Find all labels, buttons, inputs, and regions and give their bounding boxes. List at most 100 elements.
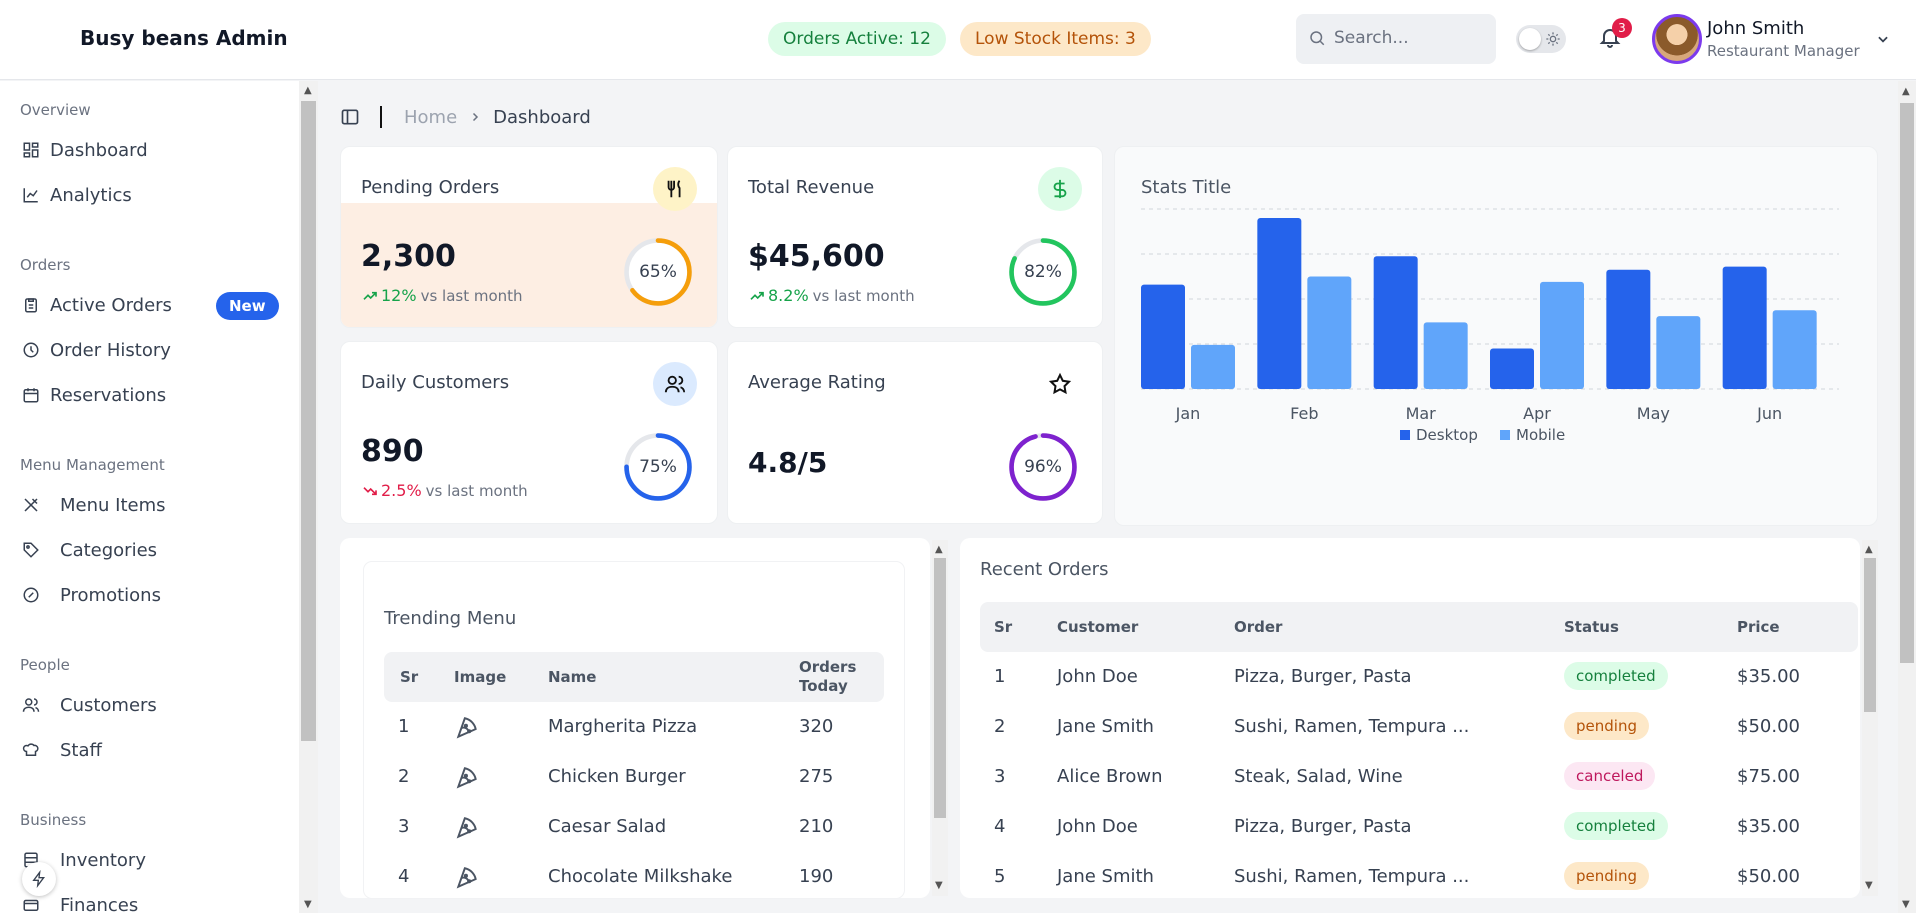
low-stock-badge[interactable]: Low Stock Items: 3 — [960, 22, 1151, 56]
table-header: Sr Image Name Orders Today — [384, 652, 884, 702]
scrollbar-thumb[interactable] — [934, 558, 946, 818]
bar-desktop-may[interactable] — [1606, 269, 1651, 389]
cell-name: Chicken Burger — [548, 766, 686, 787]
sidebar-item-inventory[interactable]: Inventory — [20, 845, 280, 875]
bar-mobile-may[interactable] — [1656, 316, 1701, 389]
utensils-icon — [20, 494, 42, 516]
page-scrollbar[interactable]: ▲ ▼ — [1898, 81, 1916, 913]
table-row[interactable]: 5 Jane Smith Sushi, Ramen, Tempura ... pend… — [980, 852, 1858, 902]
scroll-down-arrow[interactable]: ▼ — [935, 880, 943, 891]
stat-card-average-rating[interactable]: Average Rating 4.8/5 96% — [727, 341, 1103, 524]
bar-mobile-feb[interactable] — [1307, 276, 1352, 390]
breadcrumb-home[interactable]: Home — [404, 106, 458, 128]
trend-up-icon — [750, 291, 764, 300]
scroll-down-arrow[interactable]: ▼ — [304, 899, 312, 910]
scrollbar-thumb[interactable] — [1900, 103, 1914, 663]
scroll-up-arrow[interactable]: ▲ — [935, 544, 943, 555]
sidebar-section-title: Business — [20, 811, 87, 829]
sidebar-item-reservations[interactable]: Reservations — [20, 380, 280, 410]
sidebar-item-menu-items[interactable]: Menu Items — [20, 490, 280, 520]
sidebar-item-active-orders[interactable]: Active Orders — [20, 290, 280, 320]
table-row[interactable]: 2 Jane Smith Sushi, Ramen, Tempura ... pend… — [980, 702, 1858, 752]
bar-mobile-jan[interactable] — [1191, 344, 1235, 389]
bar-desktop-jan[interactable] — [1141, 284, 1185, 389]
sidebar-item-analytics[interactable]: Analytics — [20, 180, 280, 210]
quick-action-button[interactable] — [22, 862, 56, 896]
cell-sr: 2 — [994, 716, 1006, 737]
sidebar-item-promotions[interactable]: Promotions — [20, 580, 280, 610]
cell-sr: 3 — [398, 816, 410, 837]
recent-orders-scrollbar[interactable]: ▲ ▼ — [1862, 540, 1878, 896]
bar-mobile-mar[interactable] — [1423, 322, 1468, 389]
pizza-icon — [456, 767, 477, 789]
clock-icon — [20, 339, 42, 361]
cell-order: Pizza, Burger, Pasta — [1234, 666, 1412, 687]
search-input[interactable]: Search... — [1334, 28, 1409, 48]
user-role: Restaurant Manager — [1707, 42, 1860, 60]
bar-desktop-mar[interactable] — [1373, 256, 1418, 389]
scrollbar-thumb[interactable] — [1864, 558, 1876, 712]
stat-card-total-revenue[interactable]: Total Revenue $45,600 8.2% vs last month… — [727, 146, 1103, 328]
scroll-down-arrow[interactable]: ▼ — [1902, 899, 1910, 910]
table-row[interactable]: 2 Chicken Burger 275 — [384, 752, 884, 802]
cell-price: $50.00 — [1737, 866, 1800, 887]
column-header: Orders Today — [799, 658, 857, 695]
stat-value: 4.8/5 — [748, 446, 828, 479]
cell-name: Margherita Pizza — [548, 716, 698, 737]
sidebar-item-staff[interactable]: Staff — [20, 735, 280, 765]
dollar-icon — [1038, 167, 1082, 211]
sidebar-toggle-icon[interactable] — [340, 107, 360, 127]
column-header: Customer — [1057, 618, 1139, 636]
chevron-down-icon[interactable] — [1876, 32, 1890, 46]
table-row[interactable]: 3 Caesar Salad 210 — [384, 802, 884, 852]
toggle-knob — [1519, 28, 1541, 50]
theme-toggle[interactable] — [1516, 25, 1566, 53]
table-row[interactable]: 4 Chocolate Milkshake 190 — [384, 852, 884, 902]
cell-orders: 210 — [799, 816, 834, 837]
table-row[interactable]: 3 Alice Brown Steak, Salad, Wine canceled $7… — [980, 752, 1858, 802]
trend-percent: 12% — [381, 286, 417, 305]
sidebar-item-categories[interactable]: Categories — [20, 535, 280, 565]
scroll-up-arrow[interactable]: ▲ — [1902, 86, 1910, 97]
status-badge: canceled — [1564, 762, 1656, 790]
sidebar-item-dashboard[interactable]: Dashboard — [20, 135, 280, 165]
scroll-up-arrow[interactable]: ▲ — [304, 85, 312, 96]
section-title: Recent Orders — [980, 559, 1109, 580]
sidebar-item-order-history[interactable]: Order History — [20, 335, 280, 365]
sidebar-scrollbar[interactable]: ▲ ▼ — [299, 81, 318, 913]
sidebar-item-finances[interactable]: Finances — [20, 890, 280, 913]
lightning-icon — [32, 870, 45, 888]
cell-customer: Alice Brown — [1057, 766, 1163, 787]
table-row[interactable]: 1 John Doe Pizza, Burger, Pasta completed $3… — [980, 652, 1858, 702]
progress-ring — [1009, 238, 1077, 306]
bar-desktop-jun[interactable] — [1722, 266, 1767, 389]
top-bar: Busy beans Admin Orders Active: 12 Low S… — [0, 0, 1916, 80]
bar-mobile-apr[interactable] — [1540, 281, 1584, 389]
sidebar-item-customers[interactable]: Customers — [20, 690, 280, 720]
finance-icon — [20, 894, 42, 913]
stat-card-daily-customers[interactable]: Daily Customers 890 2.5% vs last month 7… — [340, 341, 718, 524]
scrollbar-thumb[interactable] — [301, 101, 316, 741]
bar-desktop-feb[interactable] — [1257, 218, 1302, 389]
bar-mobile-jun[interactable] — [1772, 310, 1817, 389]
stat-card-pending-orders[interactable]: Pending Orders 2,300 12% vs last month 6… — [340, 146, 718, 328]
stat-value: 2,300 — [361, 239, 456, 274]
search-box[interactable]: Search... — [1296, 14, 1496, 64]
orders-active-badge[interactable]: Orders Active: 12 — [768, 22, 946, 56]
search-icon — [1310, 31, 1325, 46]
dashboard-icon — [20, 139, 42, 161]
stat-label: Daily Customers — [361, 372, 510, 393]
trending-scrollbar[interactable]: ▲ ▼ — [932, 540, 948, 896]
scroll-down-arrow[interactable]: ▼ — [1865, 880, 1873, 891]
avatar[interactable] — [1652, 14, 1702, 64]
promo-icon — [20, 584, 42, 606]
tag-icon — [20, 539, 42, 561]
bar-desktop-apr[interactable] — [1490, 348, 1534, 390]
table-row[interactable]: 4 John Doe Pizza, Burger, Pasta completed $3… — [980, 802, 1858, 852]
table-row[interactable]: 1 Margherita Pizza 320 — [384, 702, 884, 752]
user-name[interactable]: John Smith — [1707, 18, 1805, 39]
scroll-up-arrow[interactable]: ▲ — [1865, 544, 1873, 555]
progress-value: 96% — [1024, 457, 1062, 477]
sidebar-item-label: Inventory — [60, 849, 146, 871]
sidebar-item-label: Finances — [60, 894, 139, 913]
